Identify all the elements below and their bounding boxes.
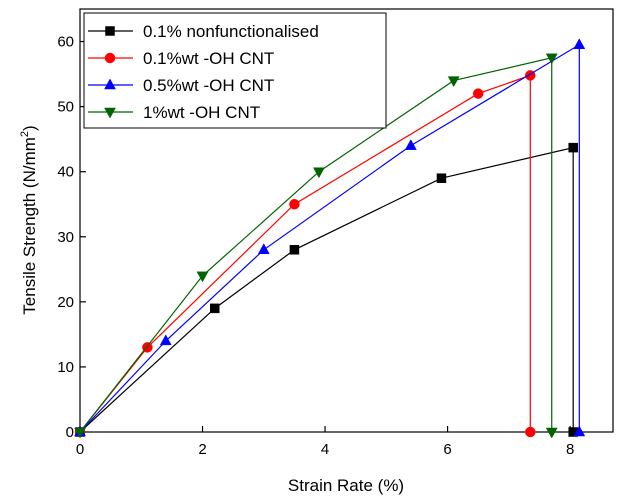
x-axis-title: Strain Rate (%): [288, 476, 404, 495]
y-tick-label: 60: [57, 34, 74, 51]
y-tick-label: 40: [57, 164, 74, 181]
data-point: [289, 245, 300, 255]
data-point: [573, 38, 586, 50]
y-tick-label: 20: [57, 294, 74, 311]
data-point: [196, 271, 209, 283]
y-tick-label: 0: [66, 424, 74, 441]
legend-box: [83, 12, 387, 129]
legend-marker: [104, 107, 116, 119]
legend: 0.1% nonfunctionalised 0.1%wt -OH CNT 0.5%…: [83, 12, 387, 129]
y-tick-label: 10: [57, 359, 74, 376]
series-line: [79, 43, 580, 433]
data-point: [404, 139, 417, 150]
legend-entries: 0.1% nonfunctionalised 0.1%wt -OH CNT 0.5%…: [88, 22, 319, 122]
data-point: [159, 334, 172, 346]
legend-entry: 0.5%wt -OH CNT: [88, 76, 274, 95]
legend-entry: 0.1%wt -OH CNT: [88, 49, 274, 68]
y-tick-label: 30: [57, 229, 74, 246]
x-tick-label: 4: [321, 441, 329, 458]
legend-label: 0.1%wt -OH CNT: [143, 49, 274, 68]
legend-marker: [105, 26, 115, 36]
legend-entry: 0.1% nonfunctionalised: [88, 22, 319, 41]
series-1: [75, 142, 578, 437]
x-tick-label: 6: [443, 441, 451, 458]
data-point: [74, 427, 86, 439]
data-point: [210, 303, 220, 314]
legend-marker: [104, 78, 116, 90]
y-axis-title: Tensile Strength (N/mm2): [19, 125, 39, 314]
data-point: [447, 76, 460, 88]
data-point: [289, 198, 300, 210]
y-tick-label: 50: [57, 99, 74, 116]
data-point: [568, 142, 578, 153]
legend-label: 0.1% nonfunctionalised: [143, 22, 319, 41]
data-point: [313, 167, 325, 179]
x-tick-label: 2: [198, 441, 206, 458]
axis-ticks: 0 2 4 6 8 0 10 20 30 40 50 60: [57, 34, 574, 458]
legend-entry: 1%wt -OH CNT: [88, 103, 260, 122]
plot-frame: [79, 8, 614, 433]
data-point: [436, 173, 447, 183]
series-line: [79, 74, 531, 433]
legend-label: 0.5%wt -OH CNT: [143, 76, 274, 95]
data-point: [525, 426, 536, 438]
series-line: [79, 146, 574, 433]
x-tick-label: 0: [76, 441, 84, 458]
data-point: [573, 425, 586, 437]
legend-label: 1%wt -OH CNT: [143, 103, 260, 122]
data-point: [257, 243, 270, 255]
data-point: [545, 53, 558, 65]
legend-marker: [104, 52, 116, 64]
x-tick-label: 8: [566, 441, 574, 458]
data-point: [545, 427, 558, 439]
data-point: [472, 88, 484, 99]
